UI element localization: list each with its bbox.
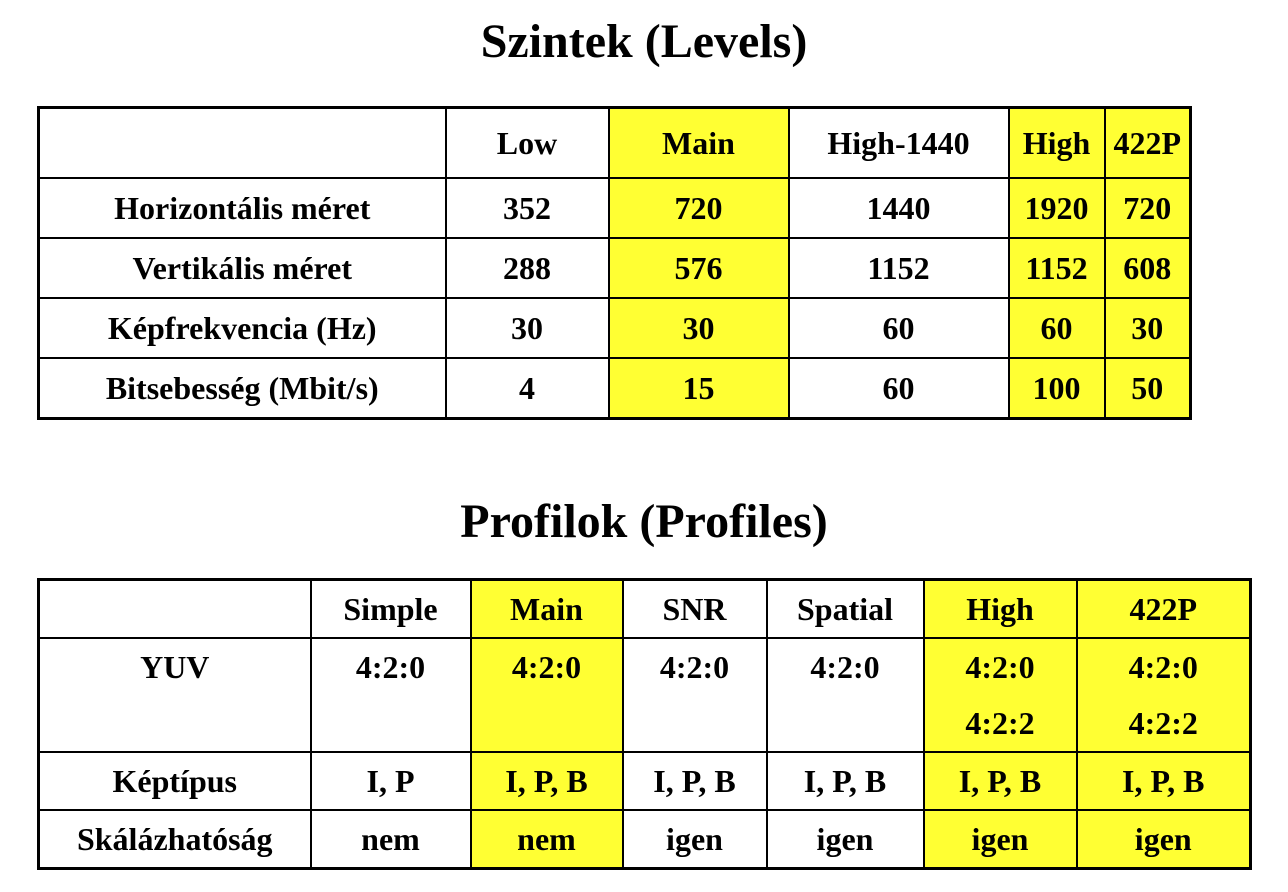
- yuv-format: 4:2:0: [1128, 649, 1198, 685]
- table-cell: 1440: [787, 177, 1010, 239]
- level-header-high-1440: High-1440: [787, 106, 1010, 179]
- profiles-header-row: Simple Main SNR Spatial High 422P: [37, 578, 1252, 639]
- row-label: YUV: [37, 637, 312, 753]
- row-label: Skálázhatóság: [37, 809, 312, 870]
- levels-corner-cell: [37, 106, 447, 179]
- table-cell: I, P, B: [469, 751, 624, 811]
- table-cell: 608: [1103, 237, 1192, 299]
- table-cell: I, P, B: [1075, 751, 1252, 811]
- profile-header-main: Main: [469, 578, 624, 639]
- levels-row-frame-rate: Képfrekvencia (Hz) 30 30 60 60 30: [37, 297, 1192, 359]
- table-cell: 15: [607, 357, 790, 420]
- levels-table: Low Main High-1440 High 422P Horizontáli…: [37, 106, 1192, 420]
- table-cell: 4:2:0: [309, 637, 472, 753]
- level-header-422p: 422P: [1103, 106, 1192, 179]
- table-cell: 4:2:0 4:2:2: [1075, 637, 1252, 753]
- row-label: Bitsebesség (Mbit/s): [37, 357, 447, 420]
- table-cell: 30: [444, 297, 610, 359]
- level-header-high: High: [1007, 106, 1106, 179]
- table-cell: 4:2:0 4:2:2: [922, 637, 1078, 753]
- table-cell: 30: [1103, 297, 1192, 359]
- table-cell: igen: [1075, 809, 1252, 870]
- table-cell: 4:2:0: [765, 637, 925, 753]
- yuv-format: 4:2:2: [965, 705, 1035, 741]
- levels-header-row: Low Main High-1440 High 422P: [37, 106, 1192, 179]
- yuv-format: 4:2:2: [1128, 705, 1198, 741]
- table-cell: 1920: [1007, 177, 1106, 239]
- table-cell: 50: [1103, 357, 1192, 420]
- level-header-main: Main: [607, 106, 790, 179]
- yuv-format: 4:2:0: [810, 649, 880, 685]
- profiles-row-picture-type: Képtípus I, P I, P, B I, P, B I, P, B I,…: [37, 751, 1252, 811]
- profiles-title: Profilok (Profiles): [460, 495, 828, 548]
- table-cell: 720: [607, 177, 790, 239]
- table-cell: 576: [607, 237, 790, 299]
- table-cell: I, P, B: [922, 751, 1078, 811]
- row-label: Vertikális méret: [37, 237, 447, 299]
- table-cell: 4:2:0: [469, 637, 624, 753]
- yuv-format: 4:2:0: [511, 649, 582, 685]
- table-cell: 30: [607, 297, 790, 359]
- level-header-low: Low: [444, 106, 610, 179]
- table-cell: 60: [787, 297, 1010, 359]
- table-cell: nem: [469, 809, 624, 870]
- table-cell: 100: [1007, 357, 1106, 420]
- levels-row-vertical-size: Vertikális méret 288 576 1152 1152 608: [37, 237, 1192, 299]
- table-cell: 720: [1103, 177, 1192, 239]
- table-cell: I, P: [309, 751, 472, 811]
- yuv-format: 4:2:0: [355, 649, 426, 685]
- table-cell: I, P, B: [765, 751, 925, 811]
- table-cell: igen: [765, 809, 925, 870]
- table-cell: igen: [621, 809, 768, 870]
- table-cell: 60: [787, 357, 1010, 420]
- profiles-row-yuv: YUV 4:2:0 4:2:0 4:2:0 4:2:0 4:2:0 4:2:2 …: [37, 637, 1252, 753]
- table-cell: 288: [444, 237, 610, 299]
- row-label: Képfrekvencia (Hz): [37, 297, 447, 359]
- yuv-format: 4:2:0: [659, 649, 730, 685]
- row-label: Képtípus: [37, 751, 312, 811]
- profile-header-422p: 422P: [1075, 578, 1252, 639]
- profile-header-snr: SNR: [621, 578, 768, 639]
- table-cell: 1152: [787, 237, 1010, 299]
- profile-header-spatial: Spatial: [765, 578, 925, 639]
- table-cell: 1152: [1007, 237, 1106, 299]
- table-cell: nem: [309, 809, 472, 870]
- table-cell: 352: [444, 177, 610, 239]
- profile-header-simple: Simple: [309, 578, 472, 639]
- table-cell: 4: [444, 357, 610, 420]
- yuv-format: 4:2:0: [965, 649, 1035, 685]
- table-cell: igen: [922, 809, 1078, 870]
- levels-row-bit-rate: Bitsebesség (Mbit/s) 4 15 60 100 50: [37, 357, 1192, 420]
- profiles-row-scalability: Skálázhatóság nem nem igen igen igen ige…: [37, 809, 1252, 870]
- profiles-table: Simple Main SNR Spatial High 422P YUV 4:…: [37, 578, 1252, 870]
- profile-header-high: High: [922, 578, 1078, 639]
- table-cell: 4:2:0: [621, 637, 768, 753]
- levels-row-horizontal-size: Horizontális méret 352 720 1440 1920 720: [37, 177, 1192, 239]
- row-label: Horizontális méret: [37, 177, 447, 239]
- table-cell: 60: [1007, 297, 1106, 359]
- levels-title: Szintek (Levels): [480, 15, 808, 68]
- profiles-corner-cell: [37, 578, 312, 639]
- table-cell: I, P, B: [621, 751, 768, 811]
